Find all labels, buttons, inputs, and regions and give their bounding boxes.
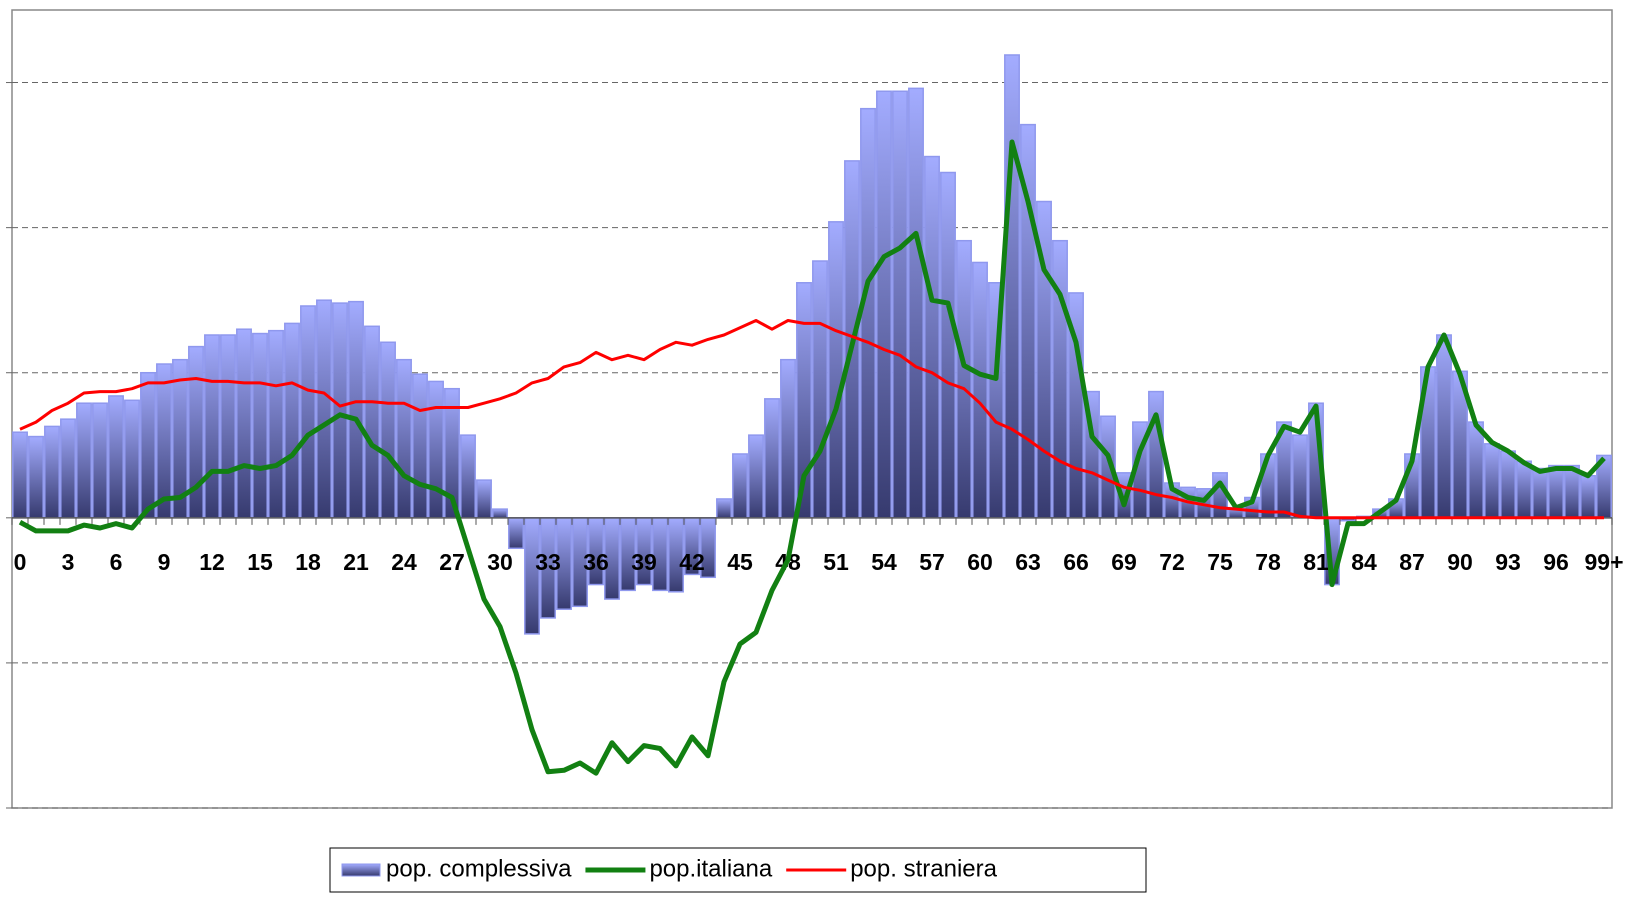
bar: [12, 431, 28, 519]
bar: [44, 425, 60, 519]
x-tick-label: 84: [1351, 549, 1377, 575]
bar: [1548, 464, 1564, 519]
bar: [396, 358, 412, 519]
bar: [108, 395, 124, 519]
legend-label: pop. straniera: [850, 855, 997, 882]
x-tick-label: 9: [158, 549, 171, 575]
x-tick-label: 78: [1255, 549, 1281, 575]
bar: [1468, 421, 1484, 519]
bar: [492, 508, 508, 519]
bar: [1580, 474, 1596, 519]
bar: [1516, 460, 1532, 519]
bar: [460, 434, 476, 519]
legend-box: [329, 847, 1147, 893]
bar: [76, 402, 92, 519]
line-series: [19, 319, 1604, 520]
bar: [764, 398, 780, 519]
x-tick-label: 90: [1447, 549, 1473, 575]
bar: [1436, 334, 1452, 519]
x-tick-label: 51: [823, 549, 849, 575]
bar: [1148, 390, 1164, 519]
bar: [892, 90, 908, 519]
bar: [780, 358, 796, 519]
bar: [380, 341, 396, 519]
bar: [28, 435, 44, 519]
bar: [972, 261, 988, 519]
x-tick-label: 39: [631, 549, 657, 575]
bar: [60, 418, 76, 519]
bar: [284, 322, 300, 519]
x-tick-label: 36: [583, 549, 609, 575]
bar: [124, 399, 140, 519]
x-tick-label: 93: [1495, 549, 1521, 575]
x-tick-label: 27: [439, 549, 465, 575]
bar: [956, 239, 972, 519]
x-tick-label: 21: [343, 549, 369, 575]
x-tick-label: 33: [535, 549, 561, 575]
x-tick-label: 99+: [1584, 549, 1623, 575]
x-tick-label: 69: [1111, 549, 1137, 575]
bar: [1292, 434, 1308, 519]
x-tick-label: 12: [199, 549, 225, 575]
bar: [332, 302, 348, 519]
bar: [140, 371, 156, 519]
x-tick-label: 72: [1159, 549, 1185, 575]
x-tick-label: 45: [727, 549, 753, 575]
bar: [924, 155, 940, 519]
bar: [940, 171, 956, 519]
x-tick-label: 3: [62, 549, 75, 575]
bar: [1004, 54, 1020, 519]
x-tick-label: 6: [110, 549, 123, 575]
bar: [428, 380, 444, 519]
x-tick-label: 81: [1303, 549, 1329, 575]
bar: [828, 221, 844, 519]
bar: [268, 329, 284, 519]
bar: [348, 300, 364, 519]
bar: [1500, 450, 1516, 519]
bar: [1484, 443, 1500, 519]
bar: [92, 402, 108, 519]
line-series: [18, 139, 1606, 776]
x-tick-label: 42: [679, 549, 705, 575]
bar: [508, 517, 524, 550]
bar: [812, 260, 828, 519]
bar: [748, 434, 764, 519]
x-tick-label: 66: [1063, 549, 1089, 575]
x-tick-label: 60: [967, 549, 993, 575]
x-tick-label: 18: [295, 549, 321, 575]
bar: [908, 87, 924, 519]
x-tick-label: 75: [1207, 549, 1233, 575]
bar: [252, 332, 268, 519]
bar: [876, 90, 892, 519]
x-tick-label: 63: [1015, 549, 1041, 575]
x-tick-label: 15: [247, 549, 273, 575]
bar: [204, 334, 220, 519]
bar: [412, 373, 428, 519]
bar: [476, 479, 492, 519]
x-tick-label: 57: [919, 549, 945, 575]
bar: [860, 107, 876, 519]
bar: [524, 517, 540, 635]
bar: [1532, 467, 1548, 519]
bar: [732, 453, 748, 519]
bar: [316, 299, 332, 519]
bar: [220, 334, 236, 519]
x-tick-label: 96: [1543, 549, 1569, 575]
plot-frame: [11, 9, 1613, 809]
x-tick-label: 54: [871, 549, 897, 575]
x-tick-label: 0: [14, 549, 27, 575]
x-tick-label: 24: [391, 549, 417, 575]
bar: [716, 498, 732, 519]
bar: [364, 325, 380, 519]
x-tick-label: 87: [1399, 549, 1425, 575]
legend-label: pop. complessiva: [386, 855, 572, 882]
legend-swatch: [341, 863, 381, 877]
legend-label: pop.italiana: [649, 855, 772, 882]
bar: [300, 305, 316, 519]
bar: [236, 328, 252, 519]
x-tick-label: 30: [487, 549, 513, 575]
bar: [156, 363, 172, 519]
